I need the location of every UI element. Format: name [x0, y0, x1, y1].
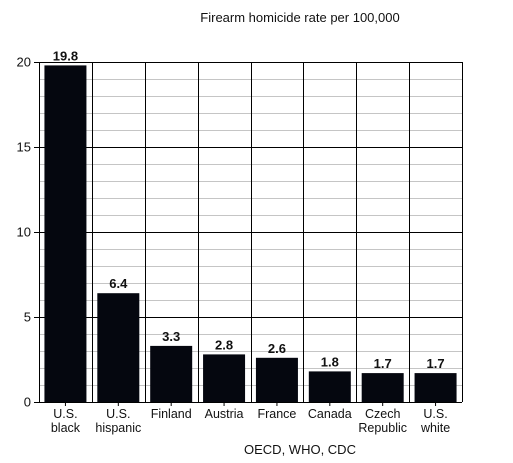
x-tick-label: Czech Republic: [358, 407, 407, 435]
bar: [150, 345, 193, 402]
chart-source-footnote: OECD, WHO, CDC: [244, 442, 356, 457]
bar: [255, 357, 298, 402]
bars: [44, 65, 457, 403]
y-tick-label: 10: [17, 225, 31, 240]
bar-value-label: 3.3: [162, 329, 180, 344]
x-tick-label: U.S. hispanic: [95, 407, 141, 435]
bar: [414, 373, 457, 402]
bar: [361, 373, 404, 402]
chart-title: Firearm homicide rate per 100,000: [200, 10, 399, 25]
grid: [39, 62, 463, 403]
x-axis: U.S. black U.S. hispanic Finland Austria Franc…: [51, 402, 450, 435]
bar-value-label: 2.6: [268, 341, 286, 356]
bar: [308, 371, 351, 402]
x-tick-label: Canada: [308, 407, 352, 421]
bar: [203, 354, 246, 402]
x-tick-label: Finland: [151, 407, 192, 421]
bar: [97, 293, 140, 402]
y-tick-label: 20: [17, 55, 31, 70]
bar-value-label: 2.8: [215, 337, 233, 352]
x-tick-label: U.S. black: [51, 407, 81, 435]
bar-value-label: 1.7: [374, 356, 392, 371]
bar: [44, 65, 87, 403]
bar-value-label: 6.4: [109, 276, 128, 291]
y-tick-label: 0: [24, 395, 31, 410]
value-labels: 19.8 6.4 3.3 2.8 2.6 1.8 1.7 1.7: [53, 48, 445, 371]
x-tick-label: U.S. white: [420, 407, 450, 435]
bar-value-label: 1.8: [321, 354, 339, 369]
y-axis: 0 5 10 15 20: [17, 55, 39, 410]
bar-value-label: 19.8: [53, 48, 78, 63]
y-tick-label: 5: [24, 310, 31, 325]
y-tick-label: 15: [17, 140, 31, 155]
x-tick-label: France: [257, 407, 296, 421]
bar-value-label: 1.7: [427, 356, 445, 371]
x-tick-label: Austria: [205, 407, 244, 421]
